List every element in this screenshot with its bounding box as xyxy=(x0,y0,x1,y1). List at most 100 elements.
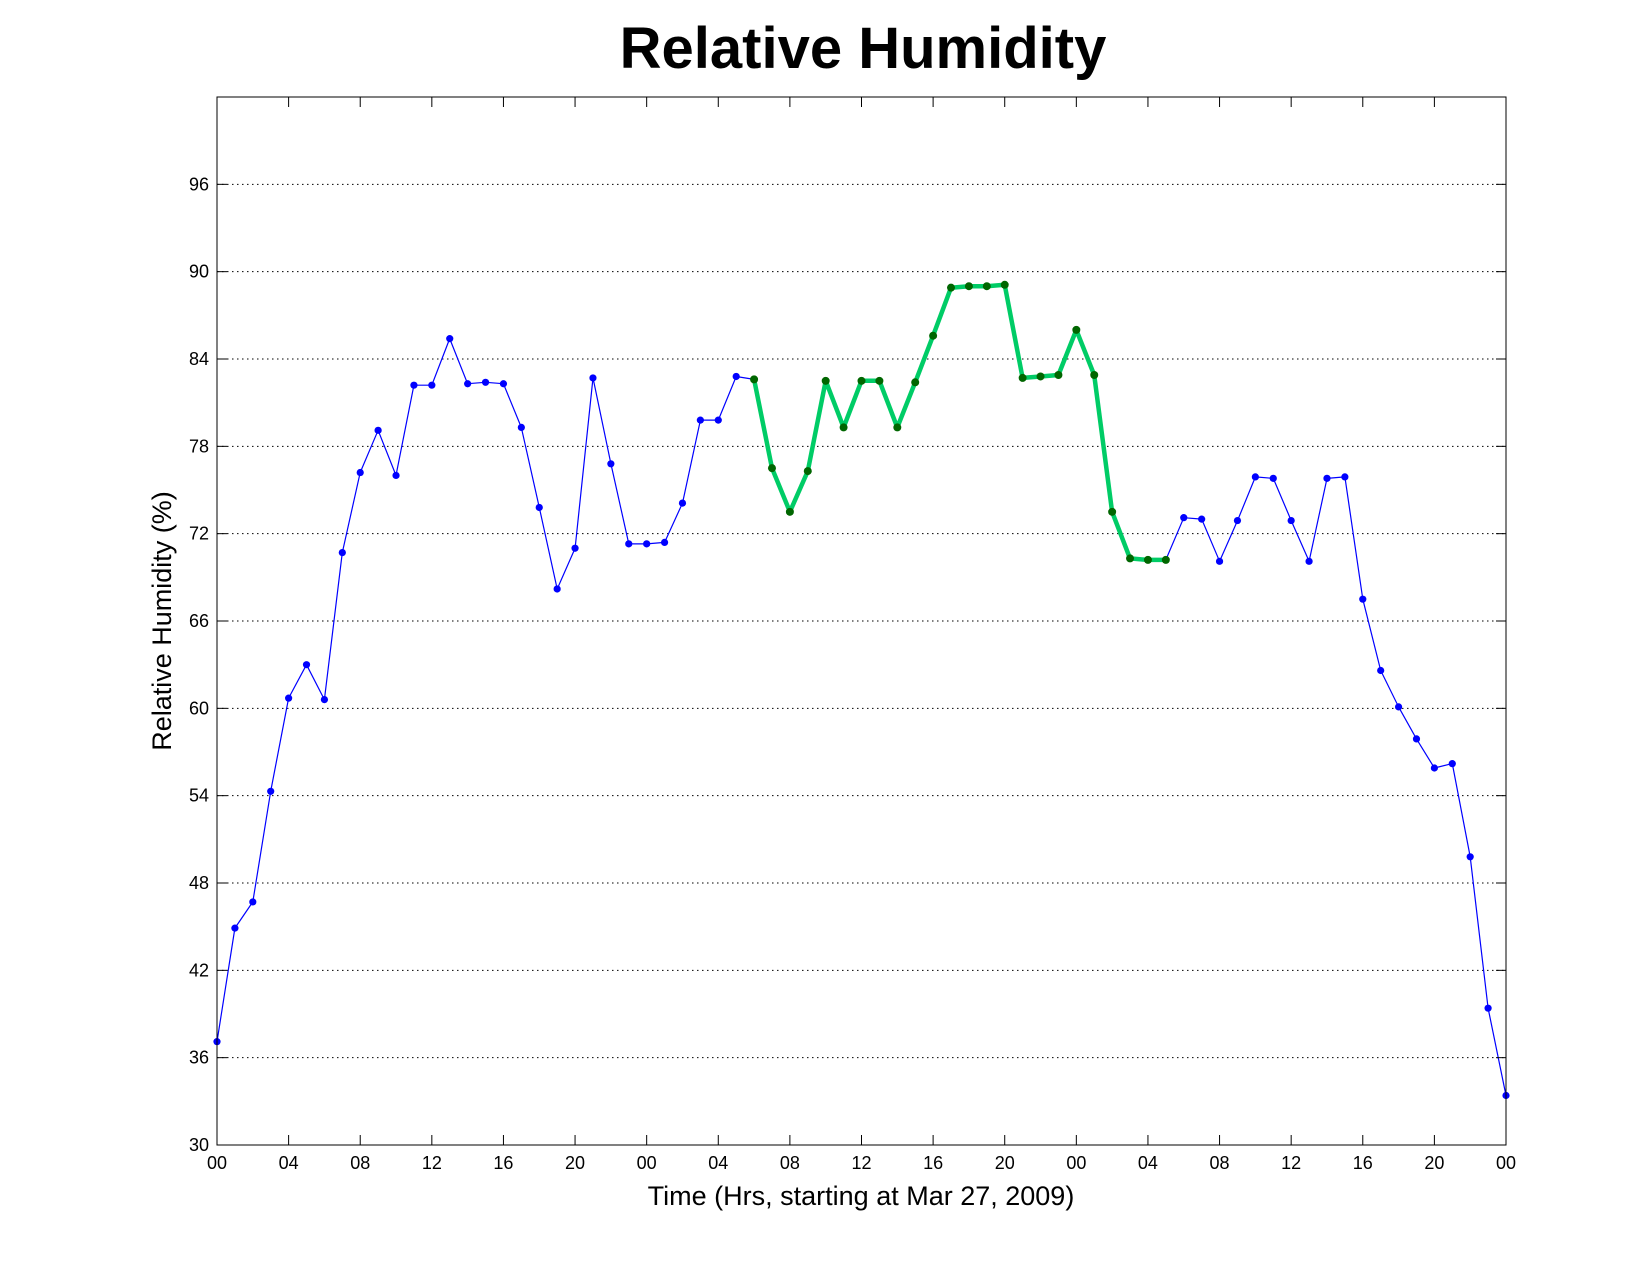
data-point xyxy=(320,696,329,704)
data-point xyxy=(625,540,633,548)
series-line-2 xyxy=(751,282,1169,563)
x-tick-label: 08 xyxy=(350,1153,370,1173)
data-point xyxy=(1126,554,1135,563)
data-point xyxy=(964,282,973,291)
data-point xyxy=(767,464,776,473)
data-point xyxy=(732,372,740,381)
x-tick-label: 04 xyxy=(279,1153,299,1173)
data-point xyxy=(893,423,902,432)
y-tick-label: 78 xyxy=(189,436,209,456)
data-point xyxy=(1215,557,1224,565)
data-point xyxy=(1394,703,1403,711)
y-tick-label: 60 xyxy=(189,698,209,718)
data-point xyxy=(785,507,794,516)
x-tick-label: 12 xyxy=(422,1153,442,1173)
data-point xyxy=(499,380,508,388)
data-point xyxy=(1198,515,1206,523)
data-point xyxy=(750,375,759,384)
data-point xyxy=(803,467,812,476)
data-point xyxy=(982,282,991,291)
data-point xyxy=(1161,555,1170,564)
series-layer xyxy=(213,280,1510,1100)
chart-title: Relative Humidity xyxy=(620,16,1107,81)
data-point xyxy=(1251,473,1259,481)
x-tick-label: 20 xyxy=(565,1153,585,1173)
series-line-1 xyxy=(216,284,1507,1097)
data-point xyxy=(374,426,382,434)
x-axis-tick-labels: 00 04 08 12 16 20 00 04 08 12 16 20 00 04 08 12 16 20 00 xyxy=(207,1153,1516,1173)
data-point xyxy=(249,898,257,906)
axis-ticks xyxy=(216,97,1507,1146)
x-axis-label: Time (Hrs, starting at Mar 27, 2009) xyxy=(648,1181,1075,1211)
data-point xyxy=(1377,666,1385,675)
data-point xyxy=(302,661,311,669)
data-point xyxy=(1054,371,1063,380)
data-point xyxy=(1341,473,1349,481)
x-tick-label: 08 xyxy=(780,1153,800,1173)
y-tick-label: 42 xyxy=(189,960,209,980)
y-tick-label: 72 xyxy=(189,524,209,544)
x-tick-label: 12 xyxy=(1281,1153,1301,1173)
data-point xyxy=(1036,372,1045,381)
y-tick-label: 36 xyxy=(189,1048,209,1068)
y-tick-label: 96 xyxy=(189,174,209,194)
data-point xyxy=(678,499,687,507)
data-point xyxy=(1108,507,1117,516)
data-point xyxy=(1090,371,1099,380)
data-point xyxy=(356,468,364,477)
y-axis-label: Relative Humidity (%) xyxy=(147,491,177,751)
data-point xyxy=(1305,557,1313,565)
data-point xyxy=(947,283,956,292)
data-point xyxy=(821,376,830,385)
data-point xyxy=(696,416,704,424)
x-tick-label: 20 xyxy=(1424,1153,1444,1173)
data-point xyxy=(553,585,561,593)
x-tick-label: 04 xyxy=(1138,1153,1158,1173)
x-tick-label: 00 xyxy=(1066,1153,1086,1173)
data-point xyxy=(714,416,722,424)
data-point xyxy=(857,376,866,385)
data-point xyxy=(589,374,597,382)
data-point xyxy=(267,787,275,795)
data-point xyxy=(911,378,920,387)
x-tick-label: 12 xyxy=(851,1153,871,1173)
data-point xyxy=(1072,325,1081,334)
data-point xyxy=(446,335,454,343)
x-tick-label: 00 xyxy=(637,1153,657,1173)
data-point xyxy=(1143,555,1152,564)
data-point xyxy=(428,381,436,389)
data-point xyxy=(660,538,669,547)
data-point xyxy=(1287,516,1295,525)
x-tick-label: 16 xyxy=(923,1153,943,1173)
data-point xyxy=(1180,514,1188,522)
data-point xyxy=(1448,760,1456,768)
x-tick-label: 16 xyxy=(493,1153,513,1173)
y-tick-label: 66 xyxy=(189,611,209,631)
x-tick-label: 00 xyxy=(207,1153,227,1173)
y-tick-label: 30 xyxy=(189,1135,209,1155)
data-point xyxy=(410,381,418,389)
y-tick-label: 54 xyxy=(189,786,209,806)
data-point xyxy=(1000,280,1009,289)
data-point xyxy=(1269,474,1277,482)
data-point xyxy=(875,376,884,385)
data-point xyxy=(1484,1004,1492,1012)
data-point xyxy=(1359,595,1367,603)
data-point xyxy=(535,503,543,512)
x-tick-label: 16 xyxy=(1353,1153,1373,1173)
data-point xyxy=(338,548,346,557)
x-tick-label: 04 xyxy=(708,1153,728,1173)
y-axis-tick-labels: 30 36 42 48 54 60 66 72 78 84 90 96 xyxy=(189,174,209,1155)
data-point xyxy=(1466,853,1474,861)
y-tick-label: 84 xyxy=(189,349,209,369)
data-point xyxy=(1430,764,1438,772)
data-point xyxy=(1233,516,1242,525)
data-point xyxy=(464,380,472,388)
y-tick-label: 90 xyxy=(189,262,209,282)
data-point xyxy=(643,540,651,548)
y-tick-label: 48 xyxy=(189,873,209,893)
data-point xyxy=(1018,373,1027,382)
data-point xyxy=(517,423,525,432)
data-point xyxy=(929,331,938,340)
